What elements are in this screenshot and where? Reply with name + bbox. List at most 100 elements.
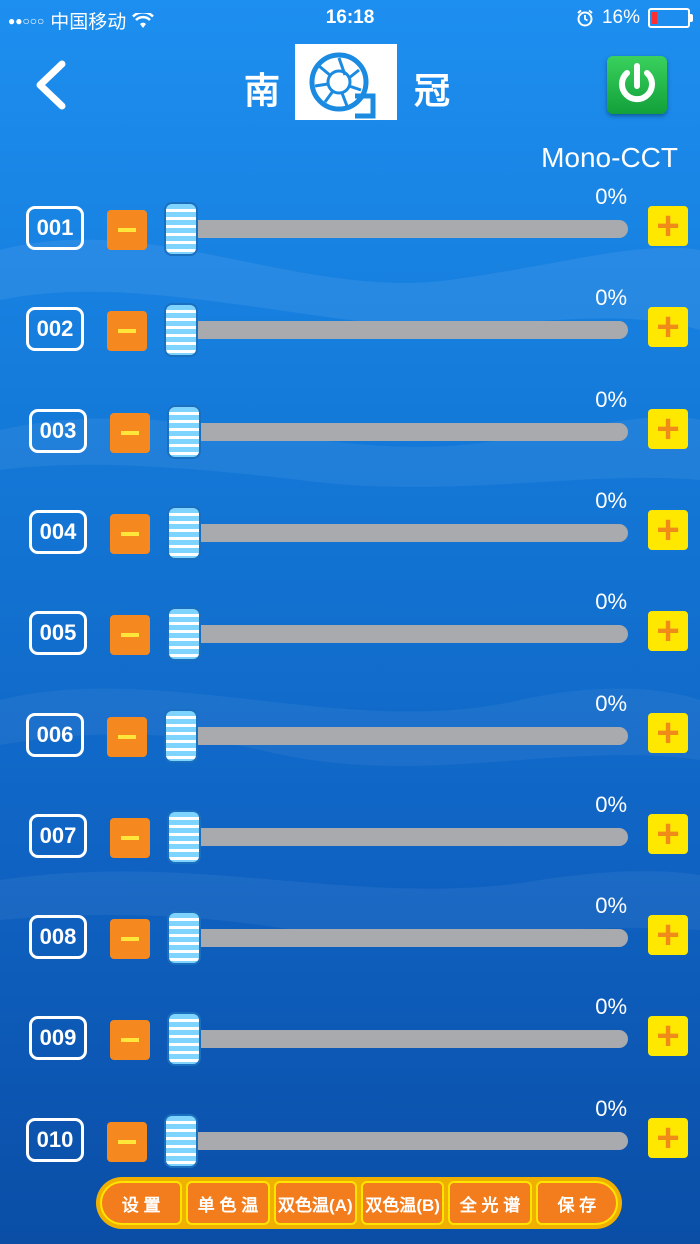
wifi-icon [132,12,155,28]
decrease-button[interactable] [110,513,150,554]
level-slider-track[interactable] [190,827,628,846]
level-slider-track[interactable] [190,523,628,542]
channel-row: 0% 006 + [0,691,700,771]
plus-icon: + [656,609,680,654]
minus-icon [118,329,136,334]
channel-number: 008 [29,915,87,960]
channel-number: 005 [29,611,87,656]
level-slider-thumb[interactable] [167,911,201,966]
channel-number: 007 [29,813,87,858]
bottom-tab-bar: 设 置 单 色 温 双色温(A) 双色温(B) 全 光 谱 保 存 [96,1177,622,1229]
alarm-icon [577,9,593,27]
increase-button[interactable]: + [648,913,688,958]
level-slider-track[interactable] [190,1030,628,1049]
channel-row: 0% 004 + [0,488,700,568]
status-bar: ●●○○○ 中国移动 16:18 16% [0,0,700,36]
channel-number: 010 [26,1117,84,1162]
minus-icon [121,633,139,638]
title-left-char: 南 [244,70,281,111]
increase-button[interactable]: + [648,609,688,654]
channel-percent: 0% [595,1095,627,1121]
level-slider-thumb[interactable] [164,1113,198,1168]
tab-dual-cct-a[interactable]: 双色温(A) [273,1181,357,1225]
channel-row: 0% 005 + [0,589,700,669]
channel-percent: 0% [595,589,627,615]
increase-button[interactable]: + [648,307,688,348]
plus-icon: + [656,406,680,451]
decrease-button[interactable] [107,210,147,250]
level-slider-track[interactable] [190,220,628,238]
channel-row: 0% 002 + [0,285,700,365]
level-slider-track[interactable] [190,422,628,441]
increase-button[interactable]: + [648,1014,688,1059]
level-slider-track[interactable] [190,1131,628,1150]
power-button[interactable] [607,56,667,114]
signal-icon: ●●○○○ [8,13,45,28]
increase-button[interactable]: + [648,811,688,856]
tab-save[interactable]: 保 存 [535,1181,618,1225]
minus-icon [121,531,139,536]
decrease-button[interactable] [110,615,150,656]
channel-number: 001 [26,206,84,250]
channel-number: 003 [29,408,87,453]
brand-logo [295,44,397,120]
tab-dual-cct-b[interactable]: 双色温(B) [361,1181,445,1225]
battery-percent: 16% [601,7,640,28]
plus-icon: + [656,507,680,552]
decrease-button[interactable] [107,311,147,352]
level-slider-thumb[interactable] [167,505,201,560]
decrease-button[interactable] [110,817,150,858]
plus-icon: + [656,204,680,248]
back-arrow-icon[interactable] [30,60,74,110]
channel-percent: 0% [595,791,627,817]
increase-button[interactable]: + [648,710,688,755]
channel-row: 0% 009 + [0,994,700,1074]
decrease-button[interactable] [107,716,147,757]
level-slider-track[interactable] [190,726,628,745]
level-slider-thumb[interactable] [164,202,198,256]
minus-icon [121,1038,139,1043]
level-slider-thumb[interactable] [167,1012,201,1067]
level-slider-thumb[interactable] [164,303,198,358]
title-right-char: 冠 [414,70,451,111]
channel-percent: 0% [595,487,627,513]
channel-percent: 0% [595,386,627,412]
minus-icon [121,835,139,840]
decrease-button[interactable] [110,412,150,453]
decrease-button[interactable] [110,919,150,960]
level-slider-thumb[interactable] [167,607,201,662]
channel-percent: 0% [595,184,627,209]
channel-number: 002 [26,307,84,352]
level-slider-track[interactable] [190,321,628,340]
mode-label: Mono-CCT [541,142,678,173]
level-slider-thumb[interactable] [167,809,201,864]
level-slider-thumb[interactable] [164,708,198,763]
tab-settings[interactable]: 设 置 [100,1181,183,1225]
channel-row: 0% 001 + [0,184,700,264]
increase-button[interactable]: + [648,206,688,246]
level-slider-track[interactable] [190,929,628,948]
minus-icon [118,228,136,232]
minus-icon [118,734,136,739]
channel-number: 004 [29,509,87,554]
clock-time: 16:18 [325,7,375,28]
increase-button[interactable]: + [648,1115,688,1160]
level-slider-thumb[interactable] [167,404,201,459]
tab-full-spectrum[interactable]: 全 光 谱 [448,1181,532,1225]
tab-mono-cct[interactable]: 单 色 温 [186,1181,270,1225]
channel-row: 0% 007 + [0,792,700,872]
decrease-button[interactable] [110,1020,150,1061]
plus-icon: + [656,1014,680,1059]
level-slider-track[interactable] [190,625,628,644]
decrease-button[interactable] [107,1121,147,1162]
channel-percent: 0% [595,285,627,311]
plus-icon: + [656,1115,680,1160]
plus-icon: + [656,913,680,958]
plus-icon: + [656,710,680,755]
increase-button[interactable]: + [648,406,688,451]
minus-icon [118,1139,136,1144]
increase-button[interactable]: + [648,507,688,552]
minus-icon [121,430,139,435]
channel-percent: 0% [595,994,627,1020]
plus-icon: + [656,811,680,856]
